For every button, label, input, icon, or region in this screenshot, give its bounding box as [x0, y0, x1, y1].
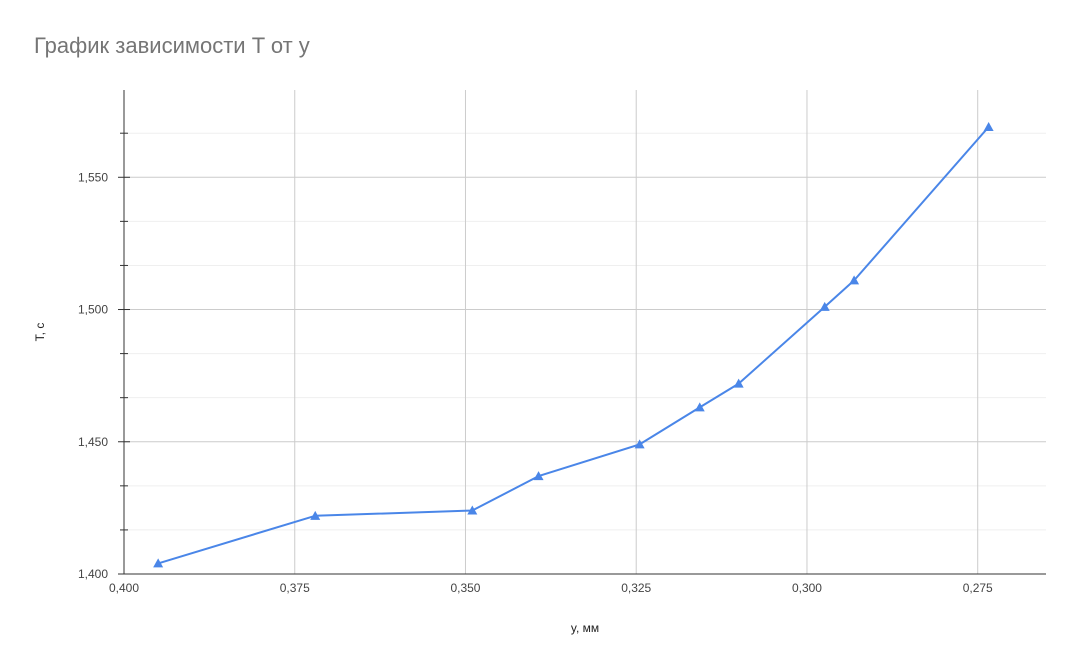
- data-point-marker: [467, 505, 478, 515]
- x-tick-label: 0,325: [621, 581, 651, 595]
- series-layer: [153, 122, 994, 568]
- y-axis-title: T, c: [33, 323, 47, 342]
- x-tick-label: 0,275: [963, 581, 993, 595]
- data-point-marker: [153, 558, 164, 568]
- x-tick-label: 0,375: [280, 581, 310, 595]
- grid-layer: [124, 90, 1046, 574]
- x-tick-label: 0,300: [792, 581, 822, 595]
- data-point-marker: [849, 275, 860, 285]
- y-tick-label: 1,550: [78, 170, 108, 184]
- series-line: [157, 126, 990, 565]
- data-point-marker: [983, 122, 994, 132]
- y-tick-label: 1,400: [78, 567, 108, 581]
- chart-title: График зависимости T от y: [34, 33, 310, 58]
- x-tick-label: 0,400: [109, 581, 139, 595]
- data-point-marker: [533, 471, 544, 481]
- data-point-marker: [310, 510, 321, 520]
- axis-layer: [118, 90, 1046, 575]
- y-tick-label: 1,450: [78, 435, 108, 449]
- data-point-marker: [733, 378, 744, 388]
- data-point-marker: [634, 439, 645, 449]
- x-tick-label: 0,350: [450, 581, 480, 595]
- x-axis-title: y, мм: [571, 621, 599, 635]
- label-layer: 1,400 1,450 1,500 1,550 0,400 0,375 0,350 0,325…: [78, 170, 993, 595]
- data-point-marker: [694, 402, 705, 412]
- data-point-marker: [819, 301, 830, 311]
- y-tick-label: 1,500: [78, 303, 108, 317]
